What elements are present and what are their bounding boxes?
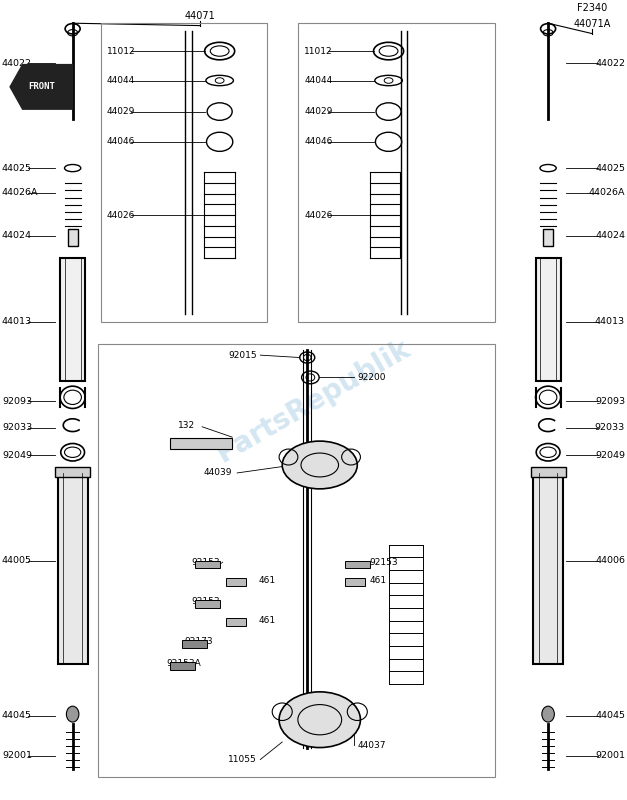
Text: 44046: 44046: [107, 138, 135, 146]
Ellipse shape: [282, 441, 357, 489]
Bar: [298, 23, 495, 322]
Text: FRONT: FRONT: [28, 82, 55, 91]
Text: 92153: 92153: [370, 558, 398, 566]
Circle shape: [542, 706, 554, 722]
Text: 44026A: 44026A: [589, 188, 625, 198]
Text: 92049: 92049: [2, 451, 32, 460]
Polygon shape: [10, 65, 73, 109]
Text: 44039: 44039: [204, 469, 232, 478]
Text: 44006: 44006: [595, 556, 625, 565]
Ellipse shape: [279, 692, 361, 747]
Text: 92153A: 92153A: [166, 659, 201, 669]
Bar: [182, 640, 207, 648]
Text: F2340: F2340: [577, 3, 607, 13]
Text: 92033: 92033: [2, 423, 32, 432]
Text: 44026: 44026: [107, 210, 135, 219]
Text: 44046: 44046: [304, 138, 332, 146]
Text: 44005: 44005: [2, 556, 32, 565]
Text: 44026A: 44026A: [2, 188, 38, 198]
Bar: [60, 258, 85, 382]
Text: 461: 461: [259, 616, 276, 625]
Text: 44024: 44024: [595, 231, 625, 240]
Bar: [101, 23, 266, 322]
Text: 44045: 44045: [2, 711, 32, 720]
Bar: [170, 438, 232, 449]
Text: 44044: 44044: [107, 76, 135, 85]
Bar: [533, 473, 563, 664]
Text: 92093: 92093: [2, 397, 32, 406]
Text: 44029: 44029: [107, 107, 135, 116]
Text: 44025: 44025: [595, 163, 625, 173]
Text: 92153: 92153: [191, 598, 219, 606]
Text: 92001: 92001: [595, 751, 625, 760]
Bar: [98, 344, 495, 777]
Text: 92093: 92093: [595, 397, 625, 406]
Bar: [226, 618, 246, 626]
Text: 92153: 92153: [191, 558, 219, 566]
Text: 44045: 44045: [595, 711, 625, 720]
Bar: [535, 258, 561, 382]
Bar: [68, 229, 78, 246]
Text: 44013: 44013: [2, 318, 32, 326]
Text: 44026: 44026: [304, 210, 332, 219]
Bar: [170, 662, 194, 670]
Text: 132: 132: [177, 421, 194, 430]
Text: 92200: 92200: [357, 373, 386, 382]
Bar: [194, 600, 219, 608]
Text: PartsRepublik: PartsRepublik: [211, 334, 416, 468]
Bar: [194, 561, 219, 569]
Text: 44013: 44013: [595, 318, 625, 326]
Bar: [345, 561, 370, 569]
Text: 92001: 92001: [2, 751, 32, 760]
Text: 44024: 44024: [2, 231, 32, 240]
Text: 92033: 92033: [595, 423, 625, 432]
Text: 11012: 11012: [107, 46, 135, 55]
Text: 44025: 44025: [2, 163, 32, 173]
Text: 44022: 44022: [595, 58, 625, 67]
Text: 11055: 11055: [228, 755, 257, 764]
Bar: [345, 578, 365, 586]
Text: 44029: 44029: [304, 107, 332, 116]
Text: 44044: 44044: [304, 76, 332, 85]
Text: 44071A: 44071A: [573, 18, 611, 29]
Text: 92049: 92049: [595, 451, 625, 460]
Text: 44022: 44022: [2, 58, 32, 67]
Bar: [226, 578, 246, 586]
Text: 44071: 44071: [184, 11, 215, 21]
Bar: [55, 467, 90, 477]
Text: 461: 461: [370, 576, 387, 585]
Bar: [530, 467, 566, 477]
Text: 461: 461: [259, 576, 276, 585]
Bar: [58, 473, 88, 664]
Text: 92173: 92173: [185, 637, 213, 646]
Text: 44037: 44037: [357, 741, 386, 750]
Text: 92015: 92015: [229, 350, 257, 360]
Text: 11012: 11012: [304, 46, 333, 55]
Circle shape: [66, 706, 79, 722]
Bar: [543, 229, 553, 246]
